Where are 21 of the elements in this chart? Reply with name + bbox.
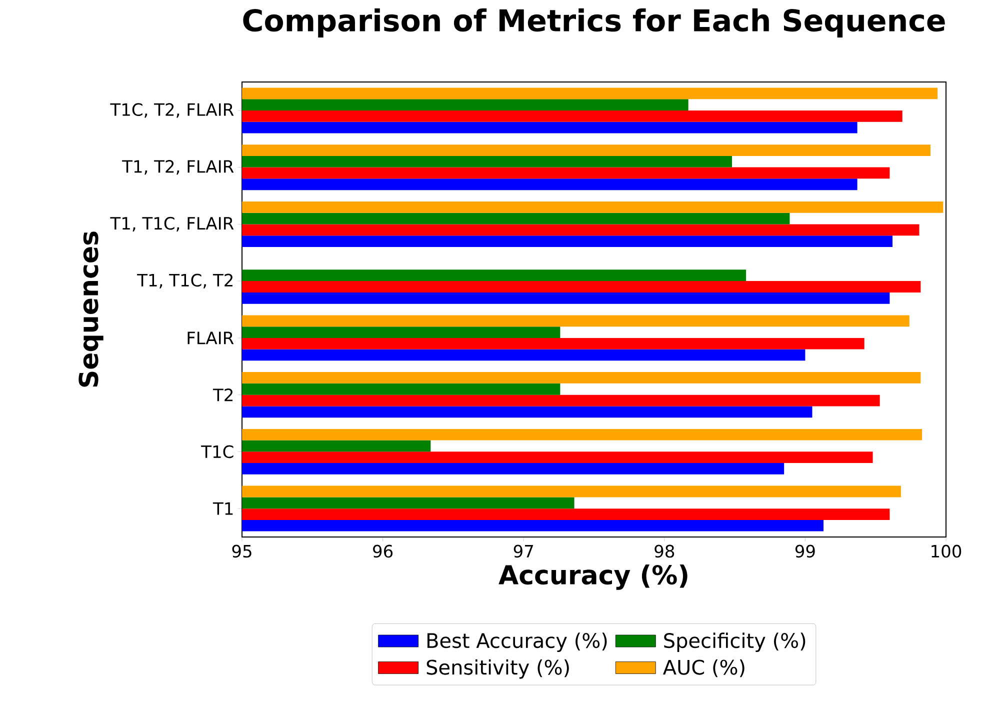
x-tick-label: 96 <box>373 544 393 558</box>
y-tick-label: T1, T1C, T2 <box>137 274 232 288</box>
legend-label: Sensitivity (%) <box>426 659 569 679</box>
y-tick-label: T1, T1C, FLAIR <box>110 216 234 232</box>
x-tick-label: 97 <box>514 544 533 558</box>
x-tick-label: 95 <box>232 544 252 558</box>
legend-label: Best Accuracy (%) <box>427 632 607 652</box>
x-tick-label: 99 <box>795 544 815 558</box>
chart-title: Comparison of Metrics for Each Sequence <box>243 8 945 38</box>
legend-label: Specificity (%) <box>664 632 806 652</box>
y-tick-label: T1C <box>201 445 234 458</box>
x-tick-label: 100 <box>932 544 962 558</box>
y-tick-label: T2 <box>212 388 232 402</box>
legend-label: AUC (%) <box>662 659 744 678</box>
y-tick-label: FLAIR <box>188 332 234 344</box>
x-axis-title: Accuracy (%) <box>498 564 688 590</box>
y-tick-label: T1C, T2, FLAIR <box>110 103 234 118</box>
y-tick-label: T1, T2, FLAIR <box>122 160 234 175</box>
x-tick-label: 98 <box>654 544 674 558</box>
y-axis-title: Sequences <box>78 232 104 387</box>
y-tick-label: T1 <box>212 502 233 515</box>
